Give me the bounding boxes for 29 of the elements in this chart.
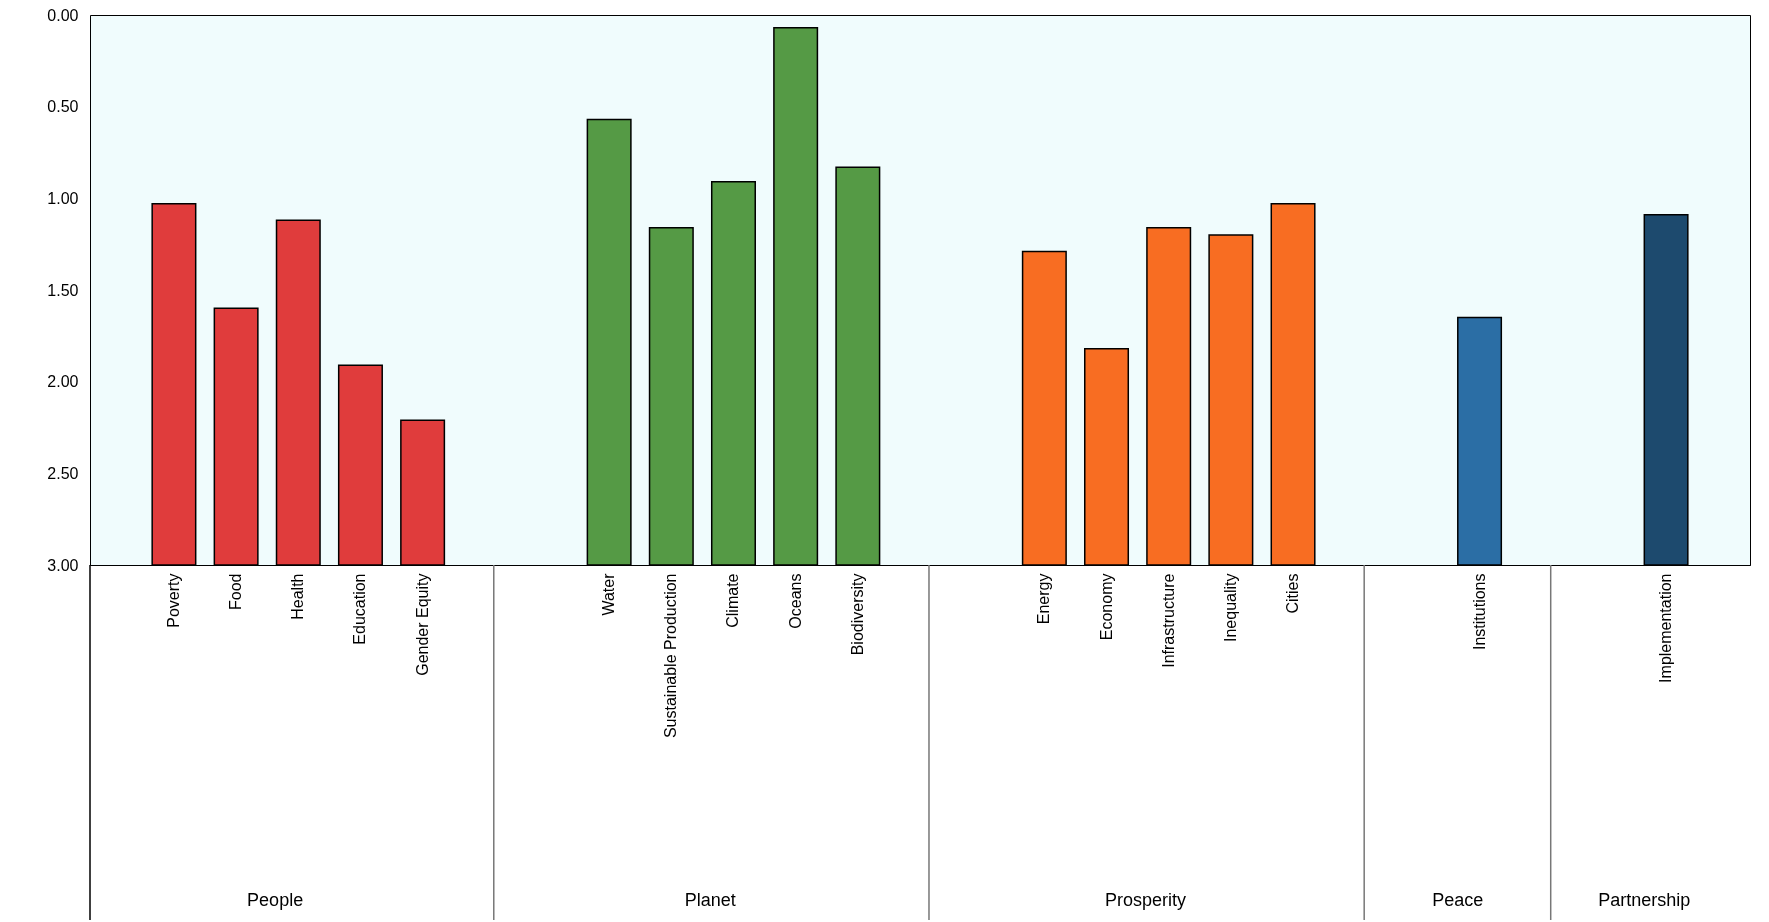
x-tick-label: Implementation <box>1657 573 1675 683</box>
y-tick-label: 1.50 <box>47 281 79 299</box>
y-tick-label: 0.50 <box>47 98 79 116</box>
x-tick-label: Health <box>289 573 307 620</box>
x-tick-label: Institutions <box>1470 573 1488 650</box>
x-tick-label: Economy <box>1097 573 1115 641</box>
x-tick-label: Water <box>600 572 618 616</box>
text: Peace <box>1432 890 1484 910</box>
x-tick-label: Education <box>351 573 369 645</box>
y-tick-label: 1.00 <box>47 189 79 207</box>
x-tick-label: Inequality <box>1221 573 1239 642</box>
x-tick-label: Climate <box>724 573 742 628</box>
x-tick-label: Energy <box>1035 573 1053 625</box>
x-tick-label: Infrastructure <box>1159 573 1177 668</box>
text: People <box>247 890 304 910</box>
y-tick-label: 0.00 <box>47 6 79 24</box>
x-tick-label: Food <box>227 573 245 610</box>
y-tick-label: 2.50 <box>47 464 79 482</box>
x-tick-label: Gender Equity <box>413 573 431 676</box>
x-tick-label: Biodiversity <box>848 573 866 656</box>
y-tick-label: 3.00 <box>47 556 79 574</box>
text: Prosperity <box>1105 890 1187 910</box>
y-tick-label: 2.00 <box>47 373 79 391</box>
x-tick-label: Poverty <box>164 573 182 628</box>
text: Planet <box>684 890 736 910</box>
x-tick-label: Cities <box>1284 573 1302 614</box>
text: Partnership <box>1598 890 1691 910</box>
x-tick-label: Sustainable Production <box>662 573 680 739</box>
x-tick-label: Oceans <box>786 573 804 629</box>
